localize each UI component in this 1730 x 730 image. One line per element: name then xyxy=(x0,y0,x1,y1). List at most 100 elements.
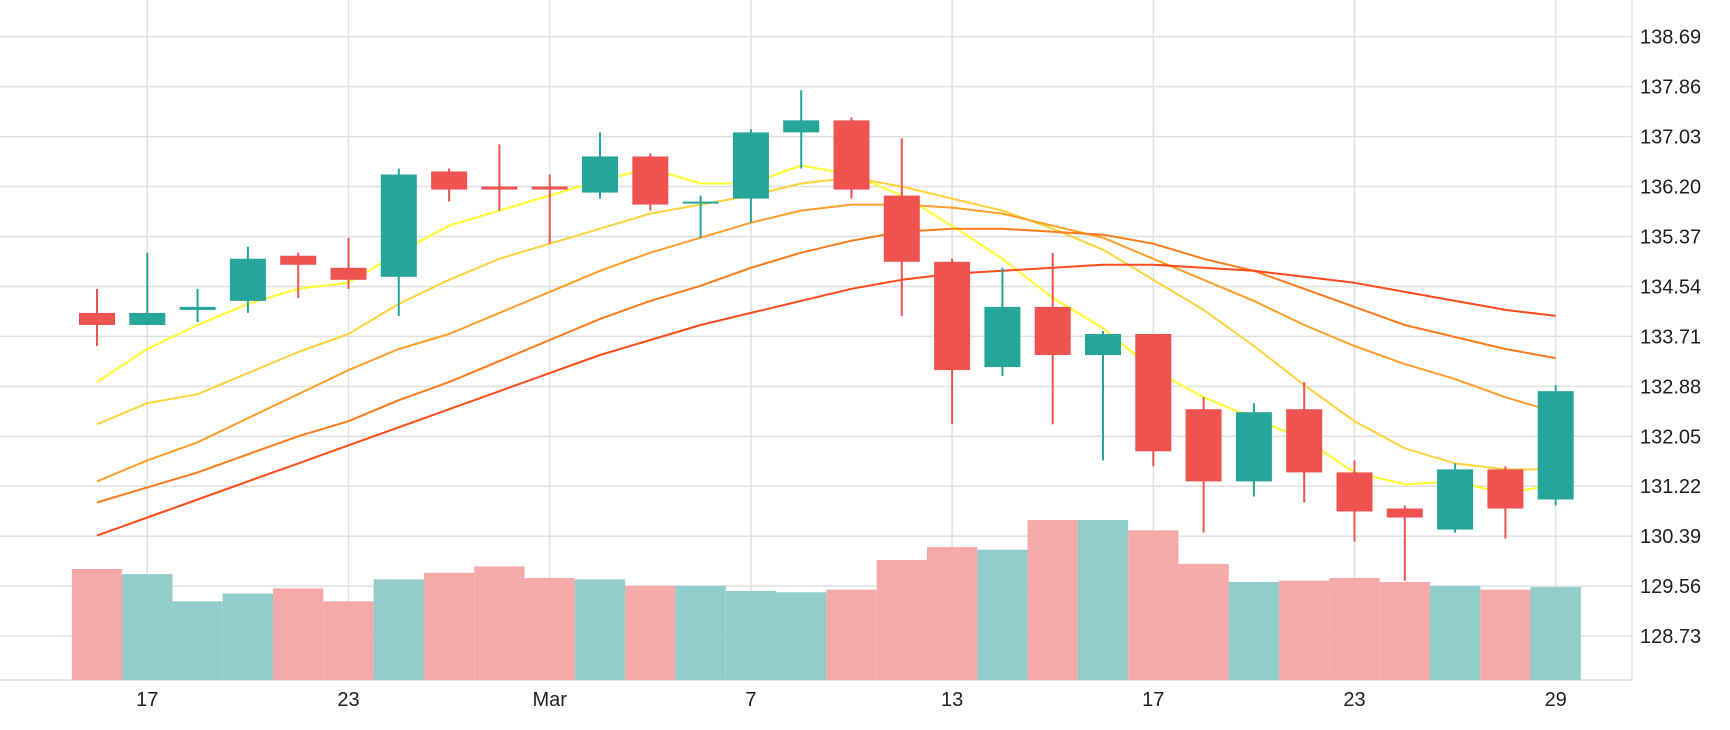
volume-bar xyxy=(1077,520,1129,680)
candle xyxy=(783,90,820,169)
volume-bar xyxy=(725,590,777,680)
candle-body xyxy=(783,120,820,133)
y-tick-label: 136.20 xyxy=(1640,177,1701,199)
candle xyxy=(883,138,920,316)
volume-bar xyxy=(1178,563,1229,680)
candle xyxy=(1487,466,1524,539)
candle xyxy=(632,153,669,211)
volume-bar xyxy=(1530,587,1581,680)
y-axis: 128.73 129.56 130.39 131.22 132.05 132.88 133.… xyxy=(1640,27,1701,648)
candle xyxy=(1135,333,1172,467)
volume-bar xyxy=(474,566,525,680)
candle-body xyxy=(1336,472,1373,512)
candle xyxy=(1034,252,1071,425)
candle xyxy=(79,288,115,347)
candle xyxy=(431,168,468,202)
x-tick-label: Mar xyxy=(532,689,567,711)
y-tick-label: 129.56 xyxy=(1640,576,1701,598)
volume-bar xyxy=(826,589,877,680)
volume-bar xyxy=(172,601,223,680)
candle-body xyxy=(984,306,1021,368)
volume-bars xyxy=(71,520,1581,680)
candle-body xyxy=(582,156,618,193)
y-tick-label: 135.37 xyxy=(1640,226,1701,248)
candle xyxy=(229,246,266,313)
candle xyxy=(1386,505,1423,581)
candle-body xyxy=(1286,409,1323,473)
candle-body xyxy=(531,186,568,190)
volume-bar xyxy=(423,572,475,680)
x-tick-label: 13 xyxy=(941,689,963,711)
candle xyxy=(330,237,367,289)
x-axis: 17 23 Mar 7 13 17 23 29 xyxy=(136,689,1567,711)
candle xyxy=(1235,403,1272,497)
x-tick-label: 17 xyxy=(1142,689,1164,711)
candle xyxy=(1085,330,1121,461)
volume-bar xyxy=(876,560,927,680)
candle-body xyxy=(1487,469,1524,509)
candle xyxy=(380,168,417,316)
volume-bar xyxy=(122,574,173,680)
candle-body xyxy=(1085,333,1121,356)
candle-body xyxy=(431,171,468,190)
candle-body xyxy=(833,120,870,190)
volume-bar xyxy=(1429,585,1481,680)
moving-average-line xyxy=(96,203,1556,483)
x-tick-label: 7 xyxy=(745,689,756,711)
volume-bar xyxy=(1379,581,1430,680)
candle-body xyxy=(330,267,367,280)
y-tick-label: 137.86 xyxy=(1640,77,1701,99)
candle-body xyxy=(129,312,166,325)
x-tick-label: 23 xyxy=(1343,689,1365,711)
moving-average-line xyxy=(96,164,1556,495)
volume-bar xyxy=(977,549,1028,680)
candle xyxy=(732,129,769,223)
candle xyxy=(129,252,166,325)
volume-bar xyxy=(675,585,726,680)
candle-body xyxy=(1537,391,1574,500)
y-tick-label: 128.73 xyxy=(1640,626,1701,648)
candle xyxy=(179,288,216,322)
candle xyxy=(280,252,317,298)
y-tick-label: 130.39 xyxy=(1640,526,1701,548)
candles xyxy=(79,90,1574,581)
candle xyxy=(1336,460,1373,542)
y-tick-label: 131.22 xyxy=(1640,476,1701,498)
volume-bar xyxy=(524,578,575,680)
volume-bar xyxy=(373,579,424,680)
candle xyxy=(934,258,971,425)
candle xyxy=(682,195,719,238)
candle-body xyxy=(632,156,669,205)
candle-body xyxy=(1135,333,1172,452)
volume-bar xyxy=(574,579,626,680)
candle xyxy=(984,267,1021,377)
candle xyxy=(1437,463,1474,533)
candle xyxy=(481,144,518,211)
volume-bar xyxy=(1279,580,1330,680)
x-tick-label: 29 xyxy=(1545,689,1567,711)
volume-bar xyxy=(222,593,274,680)
candle-body xyxy=(1386,508,1423,518)
candle-body xyxy=(179,306,216,310)
candle-body xyxy=(732,132,769,199)
moving-average-line xyxy=(96,227,1556,504)
candle xyxy=(1286,382,1323,503)
volume-bar xyxy=(1480,589,1531,680)
candle-body xyxy=(380,174,417,277)
y-tick-label: 132.05 xyxy=(1640,426,1701,448)
x-tick-label: 23 xyxy=(337,689,359,711)
candle-body xyxy=(481,186,518,190)
volume-bar xyxy=(625,585,676,680)
moving-average-line xyxy=(96,263,1556,537)
volume-bar xyxy=(273,588,324,680)
moving-average-line xyxy=(96,176,1556,471)
y-tick-label: 138.69 xyxy=(1640,27,1701,49)
volume-bar xyxy=(1128,530,1179,680)
candle xyxy=(582,132,618,199)
volume-bar xyxy=(71,569,123,680)
candle-body xyxy=(682,201,719,204)
y-tick-label: 133.71 xyxy=(1640,326,1701,348)
candle-body xyxy=(1437,469,1474,530)
candle xyxy=(1537,385,1574,506)
candle xyxy=(1185,397,1222,533)
